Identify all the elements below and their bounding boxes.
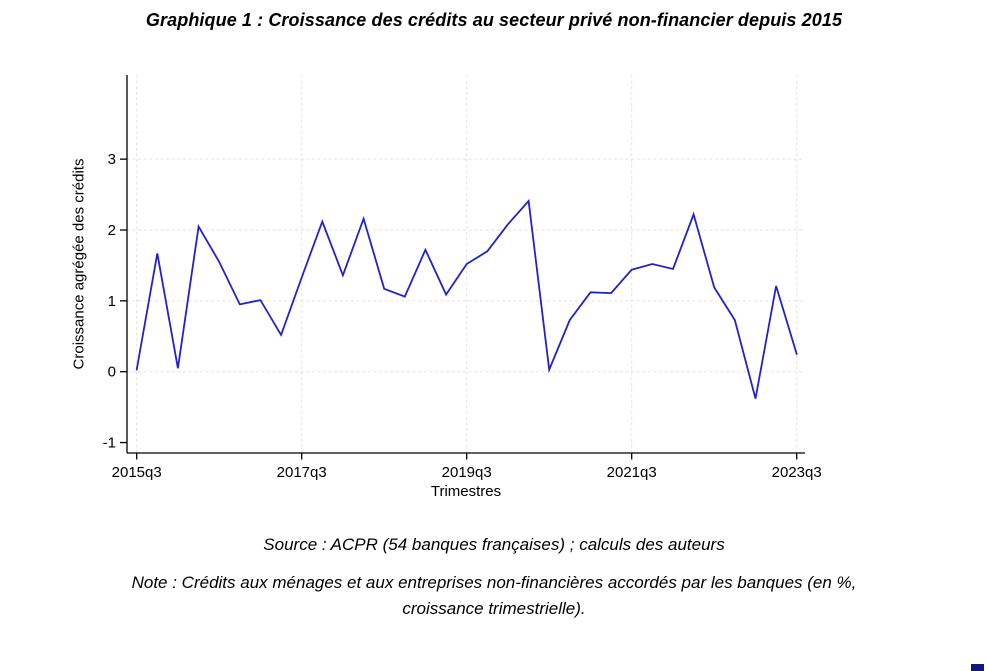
- x-tick-label-2017q3: 2017q3: [277, 464, 327, 481]
- x-axis-title: Trimestres: [430, 483, 502, 500]
- note-caption-line1: Note : Crédits aux ménages et aux entrep…: [131, 573, 857, 592]
- chart-title: Graphique 1 : Croissance des crédits au …: [145, 10, 843, 30]
- source-caption: Source : ACPR (54 banques françaises) ; …: [263, 535, 725, 554]
- cut-off-ui-fragment: [971, 664, 984, 671]
- y-axis-ticks: -1 0 1 2 3: [103, 151, 127, 452]
- vertical-gridlines: [136, 75, 798, 453]
- horizontal-gridlines: [127, 158, 805, 373]
- y-axis-title: Croissance agrégée des crédits: [70, 158, 88, 370]
- x-tick-label-2021q3: 2021q3: [607, 464, 657, 481]
- x-tick-label-2019q3: 2019q3: [442, 464, 492, 481]
- note-caption: Note : Crédits aux ménages et aux entrep…: [0, 570, 988, 622]
- x-axis-ticks: 2015q3 2017q3 2019q3 2021q3 2023q3: [112, 453, 822, 481]
- y-tick-label-1: 1: [108, 293, 116, 310]
- credit-growth-series-line: [135, 198, 798, 399]
- y-tick-label--1: -1: [103, 435, 116, 452]
- y-tick-label-3: 3: [108, 151, 116, 168]
- y-tick-label-2: 2: [108, 222, 116, 239]
- x-tick-label-2023q3: 2023q3: [772, 464, 822, 481]
- y-tick-label-0: 0: [108, 364, 116, 381]
- line-chart: -1 0 1 2 3 2015q3 2017q3 2019q3 2021q3 2023q3: [103, 75, 822, 481]
- x-tick-label-2015q3: 2015q3: [112, 464, 162, 481]
- note-caption-line2: croissance trimestrielle).: [402, 599, 586, 618]
